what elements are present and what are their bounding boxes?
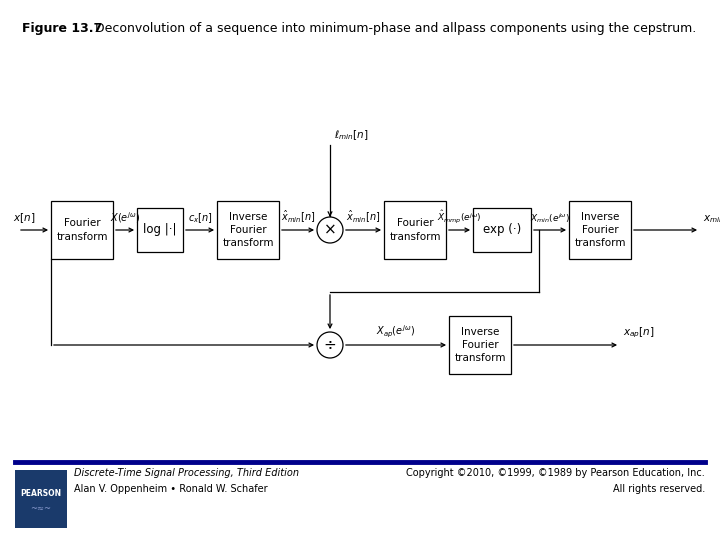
Bar: [217, 201, 279, 259]
Text: Inverse
Fourier
transform: Inverse Fourier transform: [454, 327, 505, 363]
Bar: [473, 208, 531, 252]
Text: $X_{min}(e^{j\omega})$: $X_{min}(e^{j\omega})$: [530, 211, 570, 225]
Text: All rights reserved.: All rights reserved.: [613, 484, 705, 494]
Text: ~≈~: ~≈~: [30, 503, 52, 512]
Text: $x_{min}[n]$: $x_{min}[n]$: [703, 211, 720, 225]
Text: $\hat{x}_{min}[n]$: $\hat{x}_{min}[n]$: [346, 209, 381, 225]
Text: $x_{ap}[n]$: $x_{ap}[n]$: [623, 326, 654, 340]
Text: exp (·): exp (·): [483, 224, 521, 237]
Text: Alan V. Oppenheim • Ronald W. Schafer: Alan V. Oppenheim • Ronald W. Schafer: [74, 484, 268, 494]
Bar: [15, 470, 67, 528]
Bar: [384, 201, 446, 259]
Text: ÷: ÷: [323, 338, 336, 353]
Text: $\ell_{min}[n]$: $\ell_{min}[n]$: [334, 128, 369, 142]
Text: Copyright ©2010, ©1999, ©1989 by Pearson Education, Inc.: Copyright ©2010, ©1999, ©1989 by Pearson…: [406, 468, 705, 478]
Bar: [137, 208, 183, 252]
Text: Inverse
Fourier
transform: Inverse Fourier transform: [575, 212, 626, 248]
Text: $c_x[n]$: $c_x[n]$: [188, 211, 212, 225]
Text: Fourier
transform: Fourier transform: [56, 218, 108, 241]
Text: log |·|: log |·|: [143, 224, 176, 237]
Bar: [569, 201, 631, 259]
Text: Figure 13.7: Figure 13.7: [22, 22, 102, 35]
Bar: [51, 201, 113, 259]
Text: $\hat{X}_{mmp}(e^{j\omega})$: $\hat{X}_{mmp}(e^{j\omega})$: [437, 208, 482, 225]
Text: Fourier
transform: Fourier transform: [390, 218, 441, 241]
Text: Discrete-Time Signal Processing, Third Edition: Discrete-Time Signal Processing, Third E…: [74, 468, 299, 478]
Text: $x[n]$: $x[n]$: [13, 211, 35, 225]
Text: $\hat{x}_{min}[n]$: $\hat{x}_{min}[n]$: [281, 209, 315, 225]
Text: PEARSON: PEARSON: [20, 489, 62, 498]
Circle shape: [317, 217, 343, 243]
Bar: [449, 316, 511, 374]
Text: $X_{ap}(e^{j\omega})$: $X_{ap}(e^{j\omega})$: [377, 324, 415, 340]
Circle shape: [317, 332, 343, 358]
Text: Deconvolution of a sequence into minimum-phase and allpass components using the : Deconvolution of a sequence into minimum…: [83, 22, 696, 35]
Text: Inverse
Fourier
transform: Inverse Fourier transform: [222, 212, 274, 248]
Text: $X(e^{j\omega})$: $X(e^{j\omega})$: [110, 210, 140, 225]
Text: ×: ×: [323, 222, 336, 238]
